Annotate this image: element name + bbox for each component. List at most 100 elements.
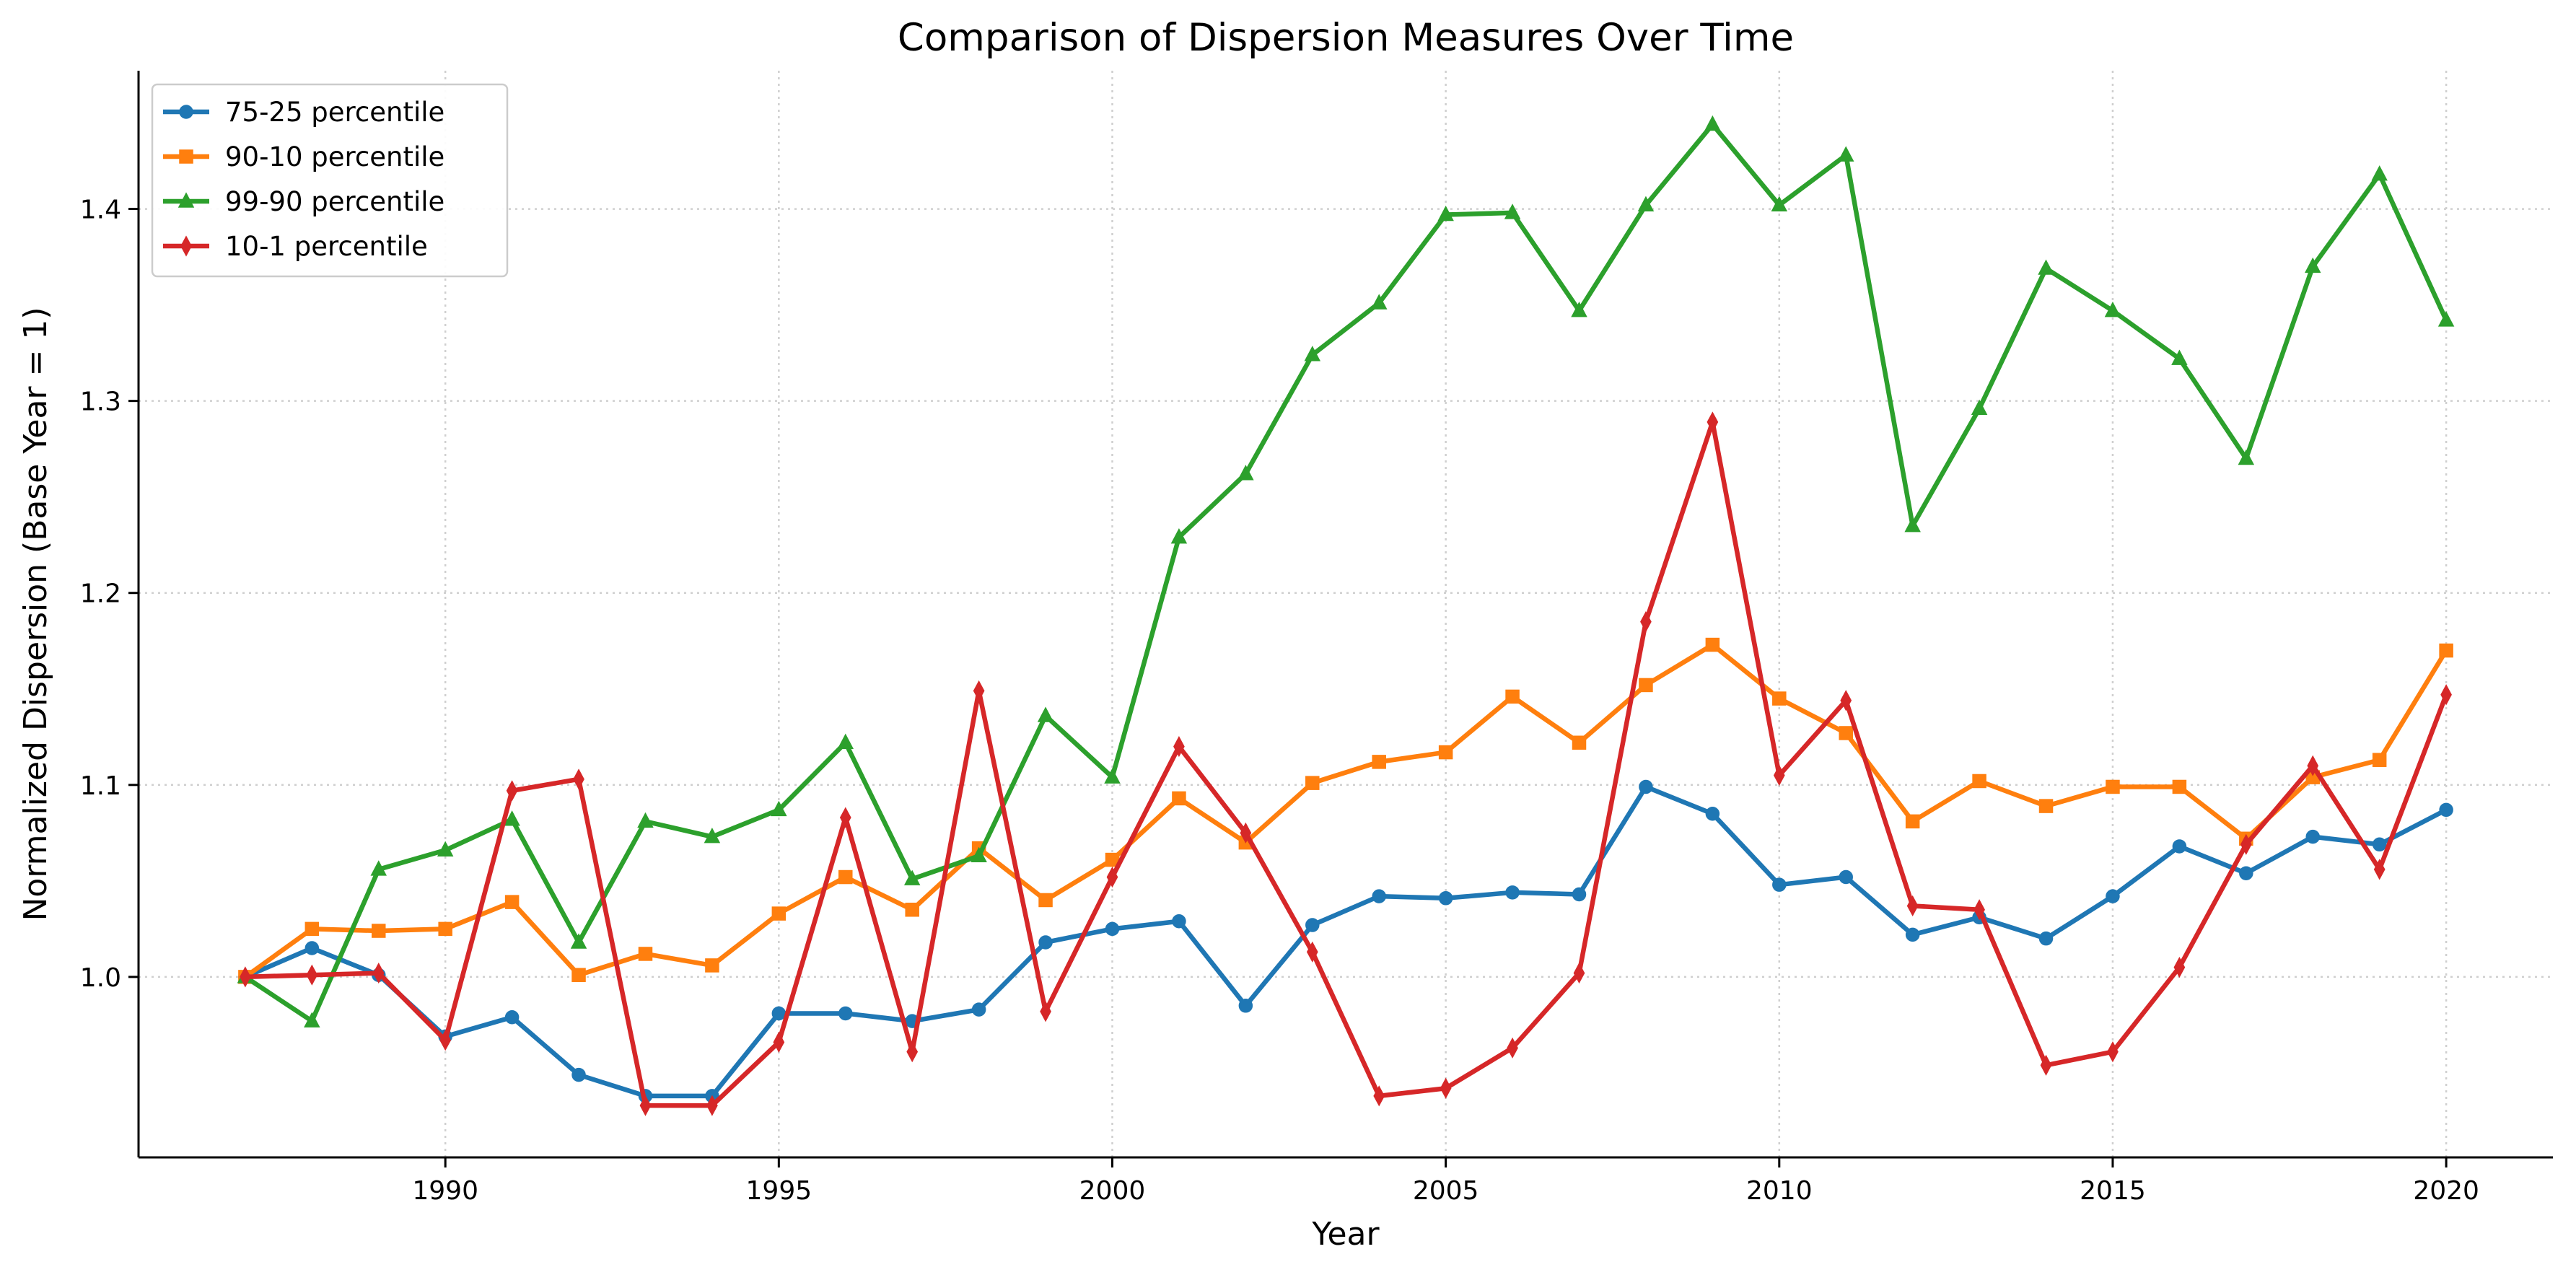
data-point xyxy=(304,1012,320,1028)
data-point xyxy=(2038,931,2054,946)
data-point xyxy=(2172,779,2187,794)
data-point xyxy=(1837,146,1854,162)
legend-label: 75-25 percentile xyxy=(225,97,444,128)
data-point xyxy=(2372,837,2387,852)
data-point xyxy=(2040,1054,2052,1076)
data-point xyxy=(504,810,520,826)
data-point xyxy=(1571,301,1587,317)
x-tick-label: 1995 xyxy=(746,1176,812,1206)
data-point xyxy=(506,780,518,802)
data-point xyxy=(1305,918,1320,932)
data-point xyxy=(1639,779,1653,794)
x-axis-label: Year xyxy=(1311,1216,1380,1253)
data-point xyxy=(1705,637,1720,652)
legend-item: 75-25 percentile xyxy=(163,97,444,128)
data-point xyxy=(706,1095,718,1116)
data-point xyxy=(1839,869,1853,885)
data-point xyxy=(639,1095,652,1116)
data-point xyxy=(1170,527,1188,544)
data-point xyxy=(370,860,387,876)
data-point xyxy=(2439,802,2453,818)
data-point xyxy=(2373,859,2386,880)
data-point xyxy=(1705,806,1720,821)
legend-item: 90-10 percentile xyxy=(163,141,444,172)
data-point xyxy=(1438,745,1453,760)
legend-label: 99-90 percentile xyxy=(225,186,444,217)
data-point xyxy=(306,964,318,986)
data-point xyxy=(2371,165,2388,181)
data-point xyxy=(973,680,985,702)
data-point xyxy=(2305,829,2320,844)
data-point xyxy=(1173,736,1185,758)
data-point xyxy=(2172,839,2187,854)
data-point xyxy=(2173,957,2186,978)
data-point xyxy=(1104,768,1121,784)
data-point xyxy=(573,768,584,790)
data-point xyxy=(571,1067,586,1082)
data-point xyxy=(1373,1085,1385,1107)
data-point xyxy=(971,1002,986,1017)
data-point xyxy=(1704,115,1721,131)
data-point xyxy=(1707,411,1719,433)
legend-label: 10-1 percentile xyxy=(225,231,428,262)
data-point xyxy=(437,841,454,857)
data-point xyxy=(2305,257,2321,273)
data-point xyxy=(1440,1077,1452,1099)
data-point xyxy=(1306,941,1318,963)
x-tick-label: 2015 xyxy=(2080,1176,2146,1206)
data-point xyxy=(1637,196,1655,212)
y-tick-label: 1.1 xyxy=(80,771,121,801)
data-point xyxy=(1573,962,1585,984)
data-point xyxy=(1240,822,1252,844)
data-point xyxy=(2038,259,2054,275)
x-tick-label: 2005 xyxy=(1413,1176,1479,1206)
data-point xyxy=(773,1031,785,1053)
data-point xyxy=(1505,885,1520,900)
data-point xyxy=(2107,1041,2119,1063)
data-point xyxy=(1904,516,1921,533)
data-point xyxy=(504,895,520,909)
series-line xyxy=(242,122,2449,1024)
data-point xyxy=(1438,891,1453,906)
series-layer xyxy=(237,115,2455,1116)
data-point xyxy=(1504,203,1521,219)
data-point xyxy=(771,906,787,921)
data-point xyxy=(1304,346,1321,362)
ticks: 1990 1995 2000 2005 2010 2015 2020 1.0 1.1 1.2 1.3… xyxy=(80,196,2479,1206)
data-point xyxy=(305,941,320,955)
data-point xyxy=(1771,196,1788,212)
data-point xyxy=(2307,755,2319,776)
legend-frame xyxy=(151,83,509,278)
data-point xyxy=(837,733,854,750)
data-point xyxy=(839,807,851,828)
legend-item: 10-1 percentile xyxy=(163,231,428,262)
data-point xyxy=(2439,643,2453,658)
data-point xyxy=(771,1006,787,1021)
x-tick-label: 2010 xyxy=(1746,1176,1813,1206)
data-point xyxy=(2440,684,2452,706)
data-point xyxy=(2106,779,2120,794)
series-line xyxy=(242,642,2449,980)
data-point xyxy=(1971,399,1988,416)
data-point xyxy=(1640,611,1652,633)
data-point xyxy=(838,869,853,885)
data-point xyxy=(705,958,719,973)
data-point xyxy=(2238,449,2255,465)
data-point xyxy=(2038,799,2054,813)
y-tick-label: 1.2 xyxy=(80,579,121,609)
legend-label: 90-10 percentile xyxy=(225,141,444,172)
series-line xyxy=(242,784,2449,1099)
legend-marker xyxy=(179,105,193,119)
data-point xyxy=(704,828,721,844)
legend-marker xyxy=(180,235,192,257)
data-point xyxy=(2240,833,2252,855)
series-2 xyxy=(238,637,2453,984)
legend: 75-25 percentile 90-10 percentile 99-90 pe… xyxy=(151,83,509,278)
series-4 xyxy=(240,411,2452,1116)
data-point xyxy=(1772,877,1787,892)
data-point xyxy=(438,921,452,937)
data-point xyxy=(372,924,386,938)
data-point xyxy=(1905,814,1920,829)
data-point xyxy=(1572,735,1587,750)
